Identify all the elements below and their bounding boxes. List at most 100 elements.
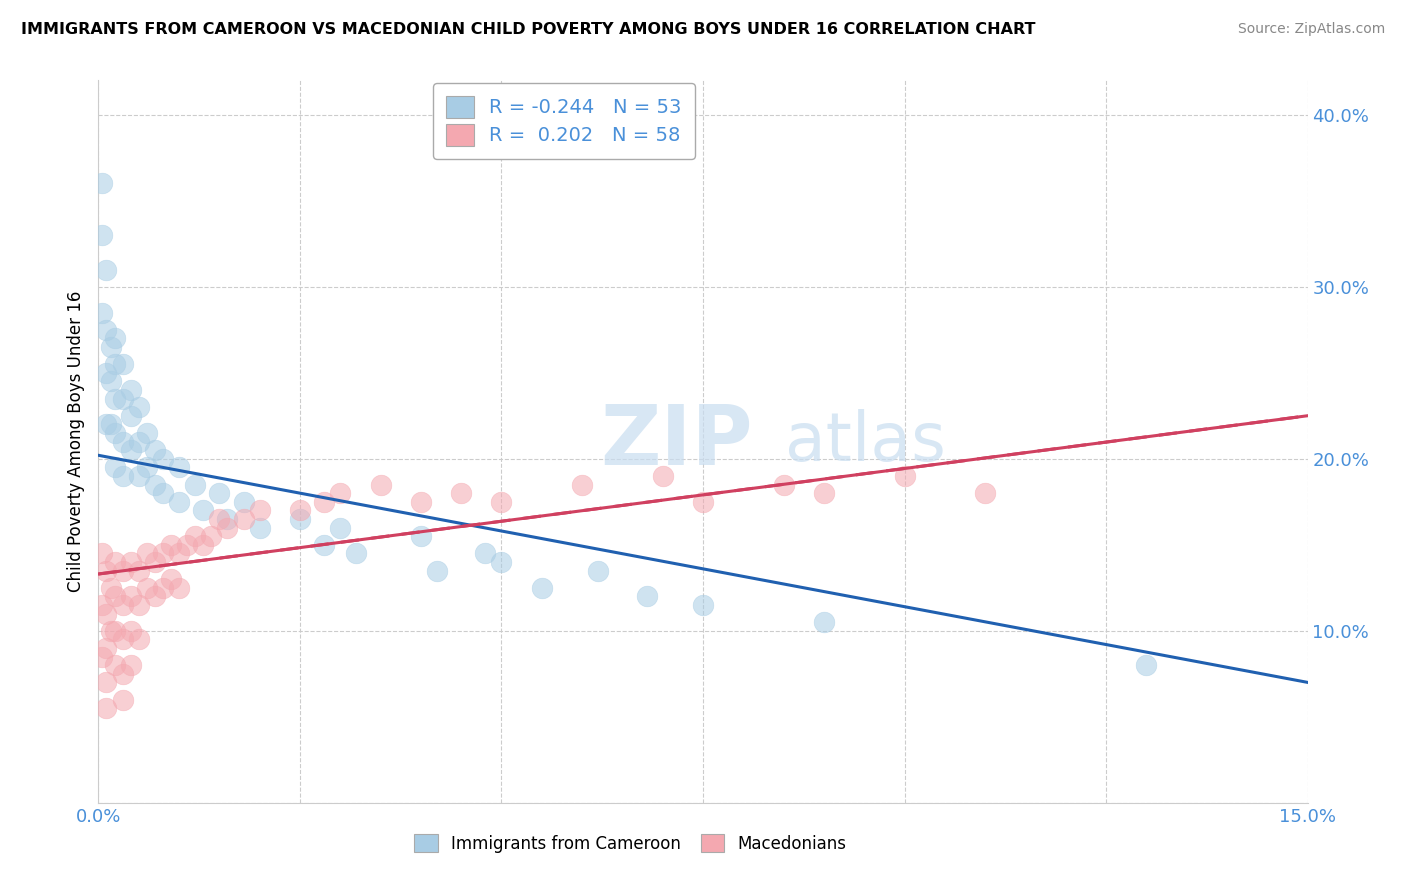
Point: [143, 555, 166, 569]
Point: [96, 323, 118, 337]
Point: [571, 477, 593, 491]
Point: [128, 434, 150, 449]
Point: [167, 581, 190, 595]
Point: [193, 538, 215, 552]
Point: [167, 460, 190, 475]
Point: [314, 494, 336, 508]
Point: [120, 624, 142, 638]
Point: [100, 375, 122, 389]
Point: [120, 590, 142, 604]
Point: [120, 443, 142, 458]
Text: Source: ZipAtlas.com: Source: ZipAtlas.com: [1237, 22, 1385, 37]
Point: [103, 658, 125, 673]
Point: [288, 503, 311, 517]
Text: atlas: atlas: [785, 409, 946, 475]
Point: [91, 305, 114, 319]
Point: [692, 598, 714, 612]
Point: [120, 383, 142, 397]
Y-axis label: Child Poverty Among Boys Under 16: Child Poverty Among Boys Under 16: [66, 291, 84, 592]
Point: [111, 392, 134, 406]
Point: [96, 640, 118, 655]
Point: [586, 564, 609, 578]
Point: [111, 357, 134, 371]
Point: [329, 486, 352, 500]
Point: [135, 546, 157, 560]
Point: [128, 469, 150, 483]
Point: [491, 555, 513, 569]
Point: [96, 564, 118, 578]
Point: [152, 486, 174, 500]
Point: [111, 564, 134, 578]
Point: [160, 572, 183, 586]
Point: [772, 477, 794, 491]
Point: [208, 512, 231, 526]
Point: [128, 400, 150, 414]
Point: [167, 546, 190, 560]
Point: [143, 443, 166, 458]
Point: [530, 581, 553, 595]
Point: [103, 331, 125, 345]
Point: [152, 451, 174, 466]
Point: [409, 529, 432, 543]
Point: [91, 546, 114, 560]
Point: [96, 607, 118, 621]
Point: [217, 520, 239, 534]
Point: [193, 503, 215, 517]
Point: [474, 546, 496, 560]
Point: [111, 598, 134, 612]
Point: [184, 477, 207, 491]
Point: [111, 632, 134, 647]
Point: [160, 538, 183, 552]
Point: [120, 555, 142, 569]
Text: IMMIGRANTS FROM CAMEROON VS MACEDONIAN CHILD POVERTY AMONG BOYS UNDER 16 CORRELA: IMMIGRANTS FROM CAMEROON VS MACEDONIAN C…: [21, 22, 1036, 37]
Point: [128, 598, 150, 612]
Point: [100, 624, 122, 638]
Point: [491, 494, 513, 508]
Point: [103, 555, 125, 569]
Point: [232, 512, 254, 526]
Point: [91, 228, 114, 243]
Point: [91, 598, 114, 612]
Point: [426, 564, 449, 578]
Point: [152, 546, 174, 560]
Point: [167, 494, 190, 508]
Point: [450, 486, 472, 500]
Point: [111, 434, 134, 449]
Point: [176, 538, 198, 552]
Point: [103, 357, 125, 371]
Point: [152, 581, 174, 595]
Point: [249, 520, 271, 534]
Point: [143, 590, 166, 604]
Point: [636, 590, 658, 604]
Point: [200, 529, 222, 543]
Point: [96, 366, 118, 380]
Point: [370, 477, 392, 491]
Point: [974, 486, 997, 500]
Point: [893, 469, 915, 483]
Point: [128, 632, 150, 647]
Point: [208, 486, 231, 500]
Point: [135, 581, 157, 595]
Point: [288, 512, 311, 526]
Point: [813, 615, 835, 630]
Point: [103, 460, 125, 475]
Point: [111, 692, 134, 706]
Point: [813, 486, 835, 500]
Point: [1135, 658, 1157, 673]
Point: [314, 538, 336, 552]
Point: [135, 460, 157, 475]
Point: [329, 520, 352, 534]
Point: [232, 494, 254, 508]
Point: [135, 425, 157, 440]
Point: [111, 666, 134, 681]
Point: [103, 425, 125, 440]
Point: [120, 658, 142, 673]
Point: [100, 581, 122, 595]
Point: [249, 503, 271, 517]
Point: [100, 417, 122, 432]
Point: [96, 701, 118, 715]
Point: [692, 494, 714, 508]
Point: [143, 477, 166, 491]
Point: [91, 177, 114, 191]
Point: [100, 340, 122, 354]
